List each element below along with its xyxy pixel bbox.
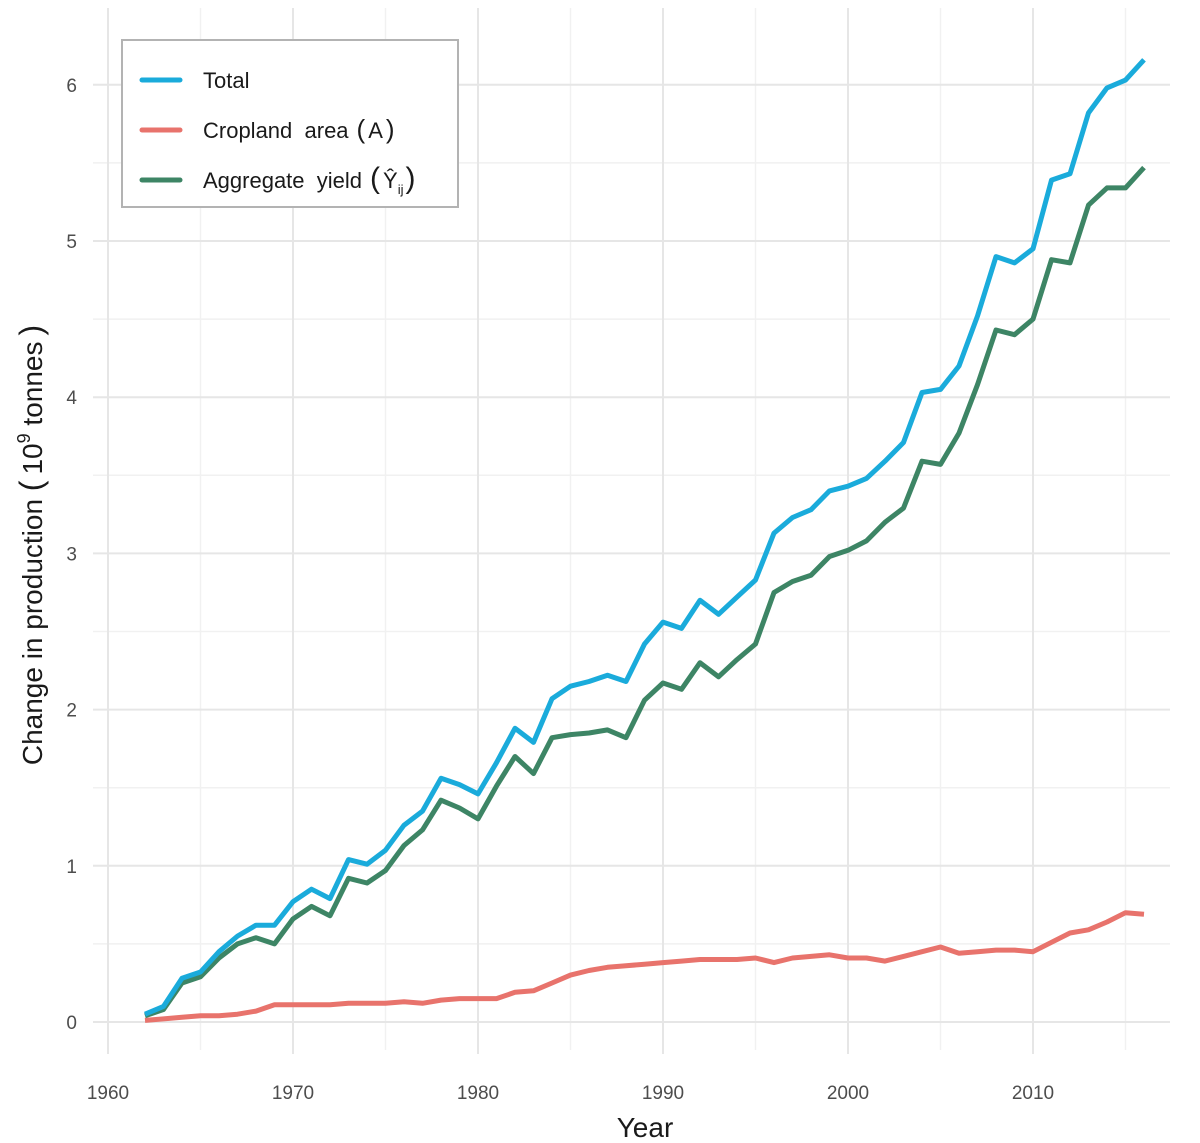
y-tick-label: 6 — [66, 76, 77, 97]
legend-symbol-yield-sub: ij — [398, 182, 404, 197]
legend-close-paren: ) — [386, 114, 395, 144]
y-tick-label: 4 — [66, 388, 77, 409]
y-axis-title-main: Change in production — [17, 491, 48, 765]
legend: Total Cropland area(A) Aggregate yield(Ŷ… — [121, 39, 459, 208]
legend-item-cropland: Cropland area (A) — [139, 114, 395, 144]
y-axis-title-open-paren: ( — [13, 480, 49, 491]
legend-symbol-cropland: A — [368, 118, 383, 143]
svg-text:Cropland area(A): Cropland area (A) — [203, 114, 395, 144]
legend-label-yield: Aggregate yield — [203, 168, 362, 193]
y-axis-title-close-paren: ) — [13, 325, 49, 336]
y-axis-title-exponent: 9 — [14, 433, 34, 443]
y-tick-label: 3 — [66, 544, 77, 565]
y-tick-label: 5 — [66, 232, 77, 253]
legend-item-total: Total — [139, 68, 249, 93]
y-axis-title-base: 10 — [17, 443, 48, 474]
x-tick-label: 1960 — [87, 1083, 129, 1104]
y-tick-label: 0 — [66, 1013, 77, 1034]
legend-open-paren: ( — [357, 114, 366, 144]
legend-label-total: Total — [203, 68, 249, 93]
legend-close-paren: ) — [405, 162, 415, 195]
legend-item-yield: Aggregate yield (Ŷij) — [139, 162, 415, 197]
x-tick-label: 1970 — [272, 1083, 314, 1104]
x-tick-label: 2000 — [827, 1083, 869, 1104]
series-line-cropland-area — [144, 910, 1145, 1023]
x-tick-label: 2010 — [1012, 1083, 1054, 1104]
x-axis-ticks: 1960 1970 1980 1990 2000 2010 — [87, 1083, 1054, 1104]
y-tick-label: 1 — [66, 857, 77, 878]
series-lines — [144, 58, 1146, 1023]
y-tick-label: 2 — [66, 701, 77, 722]
x-tick-label: 1990 — [642, 1083, 684, 1104]
y-axis-title-unit: tonnes — [17, 341, 48, 433]
x-tick-label: 1980 — [457, 1083, 499, 1104]
legend-symbol-yield: Ŷ — [383, 168, 398, 193]
y-axis-ticks: 0 1 2 3 4 5 6 — [66, 76, 77, 1034]
svg-text:Aggregate yield(Ŷij): Aggregate yield (Ŷij) — [203, 162, 415, 197]
y-axis-title: Change in production (109 tonnes) — [13, 325, 49, 765]
legend-open-paren: ( — [370, 162, 380, 195]
legend-label-cropland: Cropland area — [203, 118, 349, 143]
series-line-total — [144, 58, 1146, 1017]
x-axis-title: Year — [617, 1112, 674, 1143]
series-line-aggregate-yield — [144, 165, 1146, 1019]
svg-text:Change in production (109 tonn: Change in production (109 tonnes) — [13, 325, 49, 765]
